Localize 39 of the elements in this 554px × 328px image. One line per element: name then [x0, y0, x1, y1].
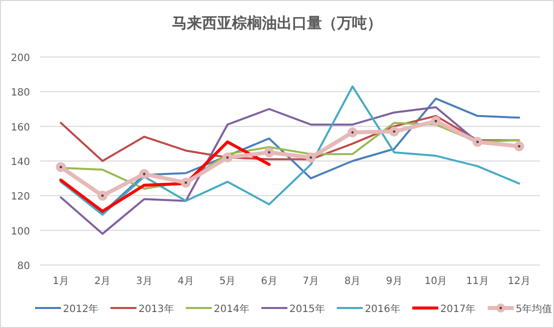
legend-label: 2014年: [214, 303, 250, 315]
x-tick-label: 10月: [424, 276, 448, 287]
point: [180, 178, 191, 188]
point: [348, 127, 358, 138]
x-tick-label: 4月: [178, 276, 194, 287]
point: [56, 162, 66, 172]
legend-label: 2012年: [63, 303, 98, 315]
legend-label: 2017年: [440, 303, 476, 315]
x-tick-label: 8月: [344, 276, 361, 287]
y-tick-label: 140: [10, 157, 30, 168]
legend-label: 2016年: [364, 303, 400, 315]
point: [472, 136, 482, 147]
x-tick-label: 7月: [302, 276, 320, 287]
point: [222, 152, 232, 163]
point: [389, 126, 400, 137]
x-tick-label: 12月: [508, 276, 531, 287]
x-tick-label: 6月: [260, 276, 278, 287]
y-tick-label: 200: [10, 53, 30, 64]
x-tick-label: 11月: [466, 276, 489, 287]
y-tick-label: 120: [10, 192, 30, 203]
point: [139, 169, 150, 179]
point: [514, 141, 524, 152]
x-tick-label: 1月: [52, 276, 70, 287]
chart-title: 马来西亚棕榈油出口量（万吨）: [172, 14, 382, 32]
legend-label: 2013年: [138, 303, 174, 315]
y-tick-label: 80: [17, 261, 30, 272]
x-tick-label: 9月: [386, 276, 402, 287]
legend-label: 2015年: [289, 303, 325, 315]
x-tick-label: 3月: [136, 276, 152, 287]
y-tick-label: 160: [10, 122, 30, 134]
point: [306, 152, 316, 163]
legend-label: 5年均值: [516, 303, 552, 315]
point: [98, 190, 108, 201]
point: [264, 147, 274, 158]
x-tick-label: 5月: [219, 276, 236, 287]
y-tick-label: 100: [10, 226, 30, 238]
y-tick-label: 180: [10, 88, 30, 99]
point: [430, 116, 441, 126]
x-tick-label: 2月: [94, 276, 111, 287]
